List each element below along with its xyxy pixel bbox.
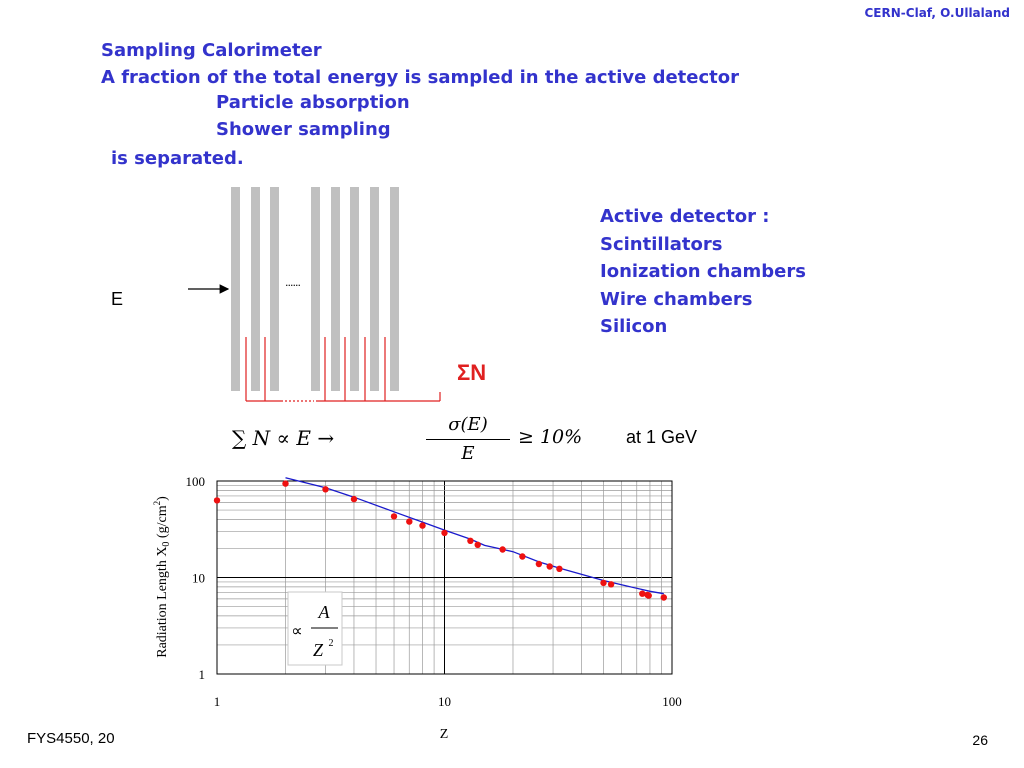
author-credit: CERN-Claf, O.Ullaland (864, 6, 1011, 20)
formula-fraction-bar (426, 439, 510, 440)
data-point (419, 522, 426, 529)
data-points (213, 480, 667, 601)
annotation-proportional: ∝ (291, 623, 302, 640)
fit-curve (285, 477, 664, 595)
absorber-plate (251, 187, 260, 391)
plate-continuation-dots: ...... (285, 276, 301, 289)
energy-note: at 1 GeV (626, 427, 698, 447)
slide-item-1: Particle absorption (216, 92, 410, 113)
y-axis-label: Radiation Length X0 (g/cm2) (152, 496, 172, 658)
absorber-plate (370, 187, 379, 391)
annotation-exponent: 2 (329, 638, 334, 649)
absorber-plate (350, 187, 359, 391)
data-point (639, 590, 646, 597)
slide-title: Sampling Calorimeter (101, 40, 322, 61)
axis-tick-labels: 1 10 100 100 10 1 (186, 474, 682, 709)
data-point (519, 553, 526, 560)
data-point (660, 594, 667, 601)
calorimeter-diagram (188, 187, 441, 402)
slide-line-1: A fraction of the total energy is sample… (101, 67, 739, 88)
data-point (607, 581, 615, 588)
slide-line-2: is separated. (111, 148, 244, 169)
list-item: Ionization chambers (600, 261, 806, 282)
x-tick-label: 1 (214, 694, 221, 709)
data-point (350, 495, 358, 503)
data-point (556, 565, 563, 572)
slide-item-2: Shower sampling (216, 119, 391, 140)
data-point (390, 513, 398, 520)
absorber-plate (331, 187, 340, 391)
formula-rhs: ≥ 10% (518, 426, 583, 448)
absorber-plate (311, 187, 320, 391)
formula-numerator: σ(E) (448, 414, 488, 435)
sum-n-label: ΣN (457, 360, 487, 385)
y-tick-label: 100 (186, 474, 206, 489)
annotation-denominator: Z (313, 640, 324, 660)
formula-denominator: E (461, 443, 475, 464)
list-item: Silicon (600, 316, 668, 337)
absorber-plate (390, 187, 399, 391)
y-tick-label: 1 (199, 667, 206, 682)
data-point (600, 579, 607, 587)
formula-lhs: ∑ N ∝ E → (232, 426, 335, 450)
data-point (474, 541, 481, 548)
energy-label: E (111, 289, 124, 309)
data-point (467, 537, 474, 544)
annotation-numerator: A (318, 602, 331, 622)
x-tick-label: 100 (662, 694, 682, 709)
footer-course: FYS4550, 20 (27, 730, 115, 747)
data-point (546, 563, 553, 570)
absorber-plate (231, 187, 240, 391)
absorber-plate (270, 187, 279, 391)
resolution-formula: ∑ N ∝ E → σ(E) E ≥ 10% (230, 412, 620, 466)
data-point (535, 560, 543, 568)
data-point (213, 497, 221, 504)
data-point (282, 480, 289, 487)
data-point (499, 546, 506, 553)
detector-list-title: Active detector : (600, 206, 770, 227)
data-point (406, 518, 413, 525)
list-item: Scintillators (600, 233, 723, 255)
y-tick-label: 10 (192, 571, 205, 586)
page-number: 26 (972, 732, 988, 748)
x-tick-label: 10 (438, 694, 451, 709)
readout-lines (245, 337, 441, 402)
plot-frame (216, 480, 673, 675)
list-item: Wire chambers (600, 288, 753, 310)
data-point (645, 592, 652, 599)
data-point (441, 529, 448, 537)
x-axis-label: Z (440, 727, 449, 742)
data-point (322, 486, 329, 493)
active-detector-list: Active detector : Scintillators Ionizati… (600, 203, 806, 341)
chart-grid (216, 480, 673, 675)
